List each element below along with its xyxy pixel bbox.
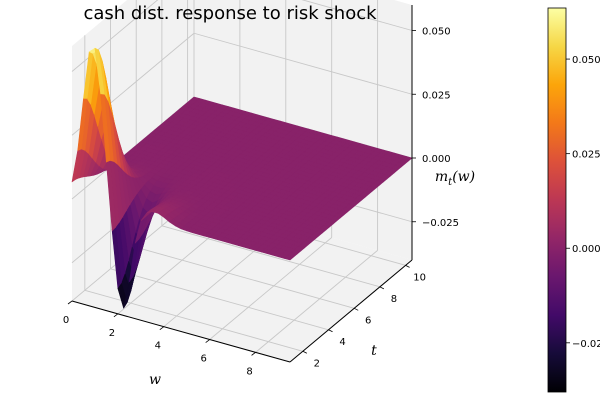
tick-labels: 0 2 4 6 8 2 4 6 8 10 −0.025 0.000 0.025 0.050: [63, 27, 459, 378]
floor-pane: [72, 199, 412, 362]
x-tick-mark: [205, 339, 210, 343]
y-tick-label: 2: [314, 358, 320, 369]
surface-face: [283, 255, 294, 261]
x-axis-label: w: [149, 372, 161, 388]
colorbar-ticks: −0.025 0.000 0.025 0.050: [566, 55, 600, 350]
colorbar-tick-label: −0.025: [572, 339, 600, 350]
y-axis-label: t: [371, 343, 377, 359]
axis-lines: [71, 5, 413, 363]
y-tick-label: 4: [339, 337, 345, 348]
y-gridline: [136, 246, 355, 309]
x-gridline: [255, 250, 378, 353]
colorbar-tick-label: 0.025: [572, 150, 600, 161]
x-axis-line: [71, 300, 291, 363]
x-tick-label: 0: [63, 315, 69, 326]
y-axis-line: [289, 259, 413, 363]
x-tick-label: 2: [109, 328, 115, 339]
x-tick-label: 8: [246, 366, 252, 377]
y-tick-label: 6: [365, 315, 371, 326]
y-tick-mark: [302, 350, 308, 354]
x-tick-mark: [113, 313, 119, 318]
z-gridline: [193, 32, 413, 95]
y-tick-mark: [405, 265, 410, 268]
colorbar: [547, 7, 567, 393]
y-tick-mark: [328, 329, 333, 333]
colorbar-tick-label: 0.050: [572, 55, 600, 66]
z-axis-label: mt(w): [435, 169, 475, 188]
y-tick-mark: [379, 286, 385, 290]
y-tick-label: 8: [391, 294, 397, 305]
surface-mesh: [71, 47, 413, 309]
colorbar-tick-label: 0.000: [572, 244, 600, 255]
x-gridline: [209, 237, 332, 340]
z-tick-label: −0.025: [422, 218, 459, 229]
y-gridline: [110, 268, 329, 331]
x-tick-mark: [251, 352, 256, 356]
y-tick-label: 10: [413, 272, 426, 283]
z-tick-label: 0.000: [422, 154, 451, 165]
z-tick-label: 0.050: [422, 27, 451, 38]
y-gridline: [161, 225, 381, 288]
chart-title: cash dist. response to risk shock: [83, 3, 377, 24]
z-tick-label: 0.025: [422, 90, 451, 101]
x-tick-mark: [159, 326, 165, 331]
x-tick-label: 6: [200, 354, 206, 365]
y-tick-mark: [354, 307, 359, 311]
z-gridline: [301, 0, 413, 31]
x-tick-label: 4: [155, 341, 161, 352]
x-tick-mark: [67, 300, 73, 305]
